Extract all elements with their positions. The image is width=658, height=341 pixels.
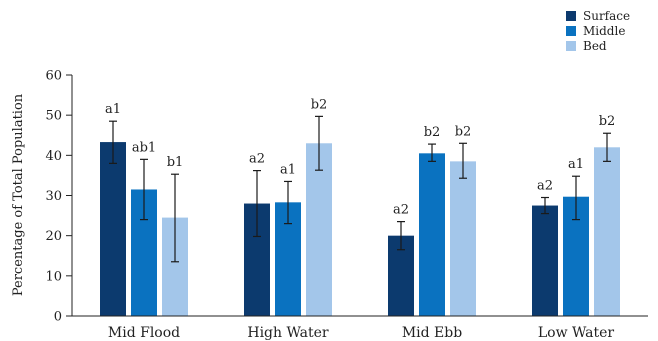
y-tick-label: 60 (45, 69, 62, 84)
significance-label: ab1 (132, 140, 156, 155)
significance-label: b2 (599, 114, 616, 129)
y-tick-label: 10 (45, 269, 62, 284)
y-tick-label: 40 (45, 149, 62, 164)
significance-label: b2 (424, 125, 441, 140)
significance-label: a2 (393, 203, 409, 218)
significance-label: a1 (568, 157, 584, 172)
legend-label: Middle (583, 24, 625, 38)
x-tick-label: Low Water (538, 325, 615, 341)
legend-swatch (566, 41, 576, 51)
plot-area: a1 ab1 b1 a2 a1 b2 a2 b2 b2 a2 a1 b2 (100, 97, 620, 316)
significance-label: a1 (105, 102, 121, 117)
y-tick-label: 0 (54, 310, 62, 325)
significance-label: b2 (311, 97, 328, 112)
bar (100, 142, 126, 316)
significance-label: a1 (280, 162, 296, 177)
y-tick-label: 30 (45, 189, 62, 204)
bar (306, 143, 332, 316)
y-axis-title: Percentage of Total Population (11, 93, 26, 296)
bar (419, 153, 445, 316)
significance-label: b1 (167, 155, 184, 170)
legend-label: Surface (583, 9, 630, 23)
y-tick-label: 20 (45, 229, 62, 244)
legend-label: Bed (583, 39, 607, 53)
significance-label: a2 (249, 152, 265, 167)
significance-label: a2 (537, 179, 553, 194)
x-tick-label: Mid Flood (108, 325, 180, 341)
y-tick-label: 50 (45, 109, 62, 124)
x-tick-label: High Water (247, 325, 329, 341)
bar (594, 147, 620, 316)
legend-swatch (566, 11, 576, 21)
x-axis: Mid Flood High Water Mid Ebb Low Water (72, 315, 648, 341)
x-tick-label: Mid Ebb (402, 325, 462, 341)
bar (450, 161, 476, 316)
significance-label: b2 (455, 124, 472, 139)
bar (532, 205, 558, 316)
legend-swatch (566, 26, 576, 36)
y-axis: 0 10 20 30 40 50 60 (45, 69, 73, 325)
